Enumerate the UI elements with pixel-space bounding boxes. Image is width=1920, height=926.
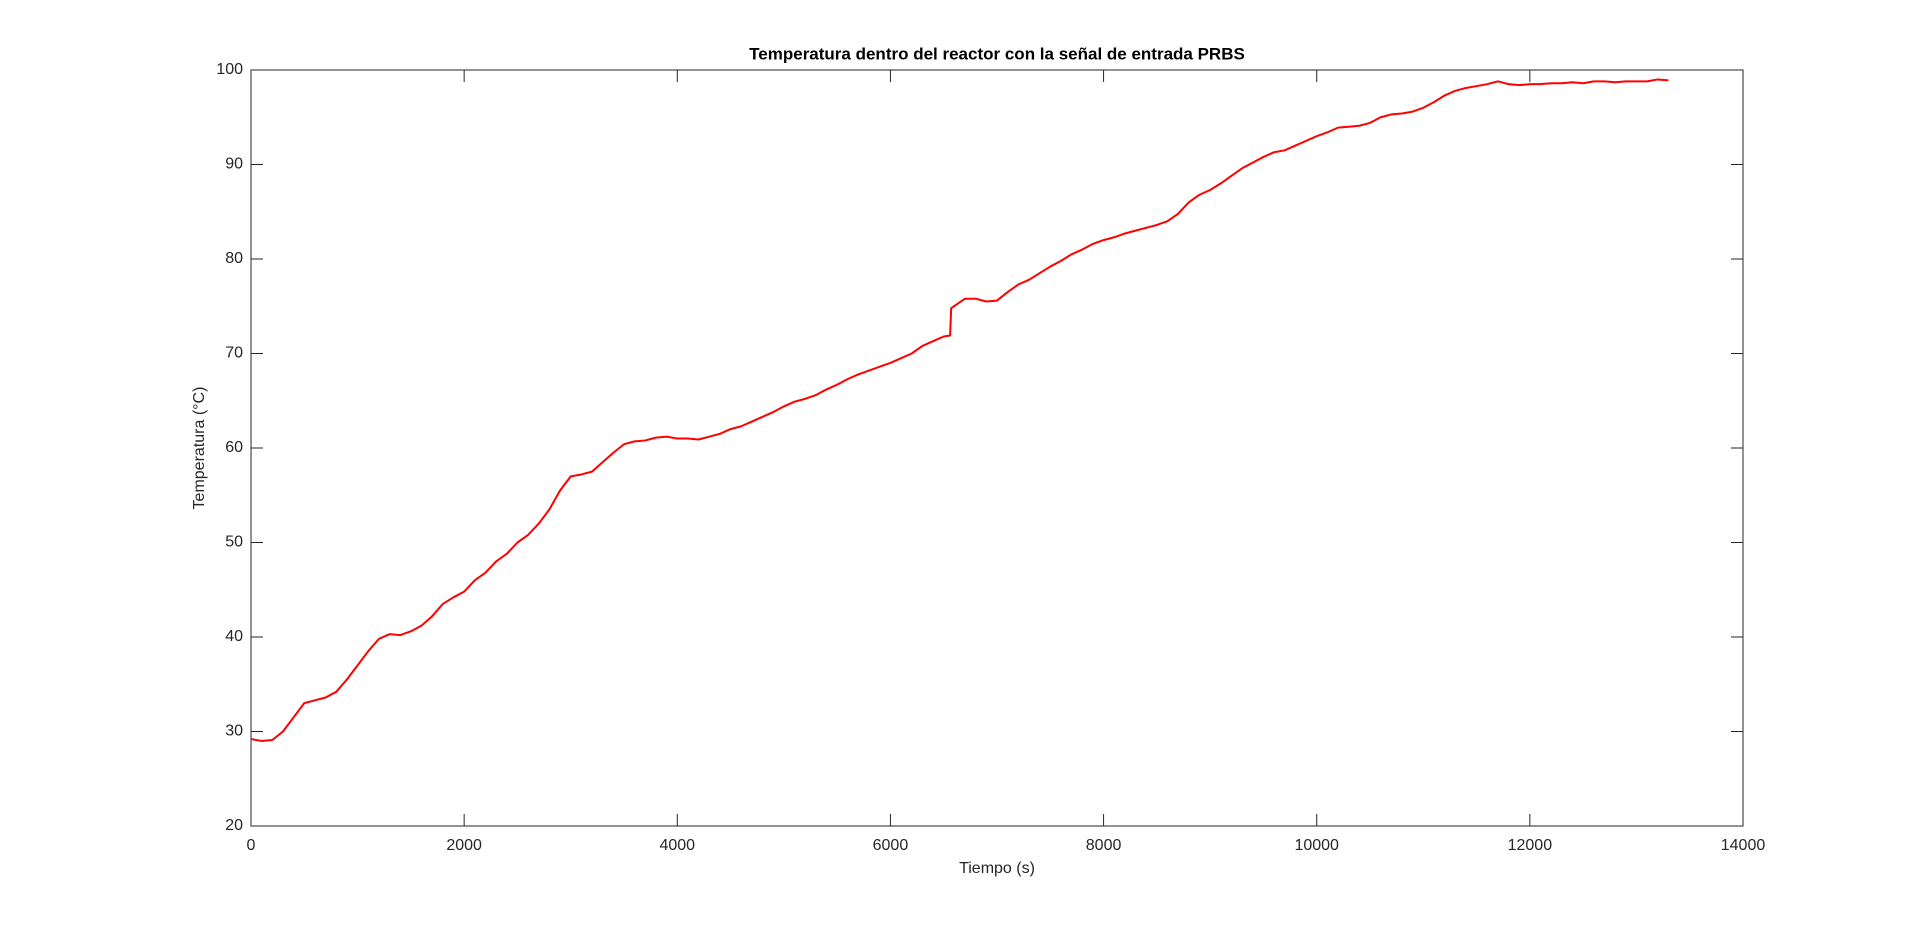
x-tick-label: 0 <box>247 837 256 854</box>
y-tick-label: 20 <box>225 817 243 834</box>
x-tick-label: 10000 <box>1294 837 1339 854</box>
x-tick-label: 6000 <box>873 837 909 854</box>
x-tick-label: 4000 <box>659 837 695 854</box>
y-tick-label: 70 <box>225 345 243 362</box>
y-tick-label: 30 <box>225 723 243 740</box>
plot-area <box>250 69 1744 827</box>
y-tick-label: 40 <box>225 628 243 645</box>
y-axis-label: Temperatura (°C) <box>191 387 208 510</box>
x-tick-label: 12000 <box>1508 837 1553 854</box>
y-tick-label: 100 <box>216 61 243 78</box>
x-tick-label: 8000 <box>1086 837 1122 854</box>
y-tick-label: 80 <box>225 250 243 267</box>
y-tick-label: 50 <box>225 534 243 551</box>
data-line <box>250 78 1669 742</box>
chart-title: Temperatura dentro del reactor con la se… <box>749 44 1245 63</box>
x-axis-label: Tiempo (s) <box>959 860 1035 877</box>
x-tick-label: 2000 <box>446 837 482 854</box>
y-tick-label: 60 <box>225 439 243 456</box>
y-tick-label: 90 <box>225 156 243 173</box>
x-tick-label: 14000 <box>1721 837 1766 854</box>
